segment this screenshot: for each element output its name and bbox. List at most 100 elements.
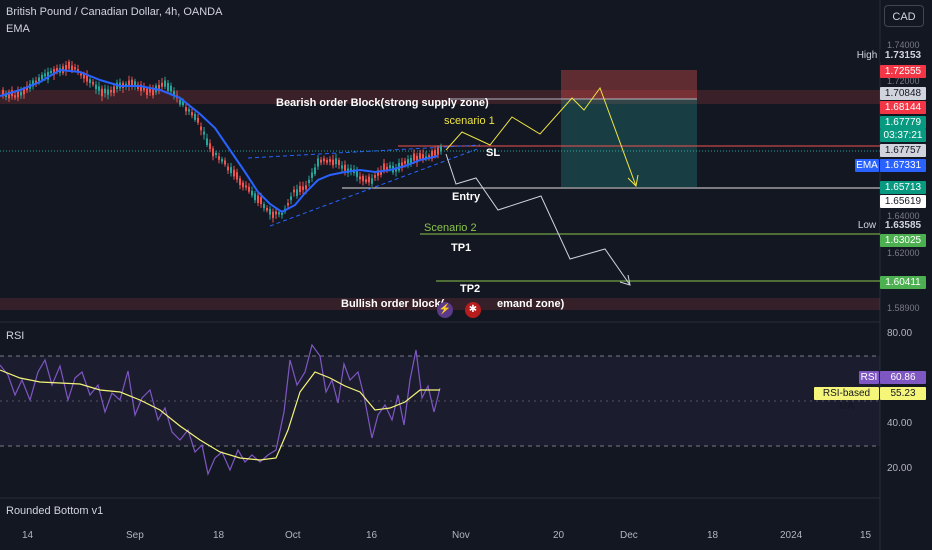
scenario1-label: scenario 1 xyxy=(444,115,495,127)
candle-body xyxy=(221,159,223,162)
rsi-tag-label: RSI xyxy=(859,371,879,384)
candle-body xyxy=(383,163,385,172)
candle-body xyxy=(254,193,256,201)
candle-body xyxy=(419,153,421,159)
candles xyxy=(2,59,442,223)
candle-body xyxy=(437,147,439,155)
candle-body xyxy=(224,160,226,165)
candle-body xyxy=(218,156,220,160)
candle-body xyxy=(374,175,376,178)
rsi-ma-line xyxy=(0,369,440,461)
supply-zone xyxy=(0,90,880,104)
candle-body xyxy=(197,117,199,123)
price-tag-green: 1.65713 xyxy=(880,181,926,194)
ema-line xyxy=(0,68,439,214)
candle-body xyxy=(95,84,97,90)
current-price-tag: 1.67779 xyxy=(880,116,926,129)
candle-body xyxy=(167,82,169,91)
time-tick: 20 xyxy=(553,530,565,541)
candle-body xyxy=(68,61,70,69)
candle-body xyxy=(287,203,289,206)
price-tag-green: 1.60411 xyxy=(880,276,926,289)
scenario2-arrowhead xyxy=(619,274,631,286)
candle-body xyxy=(47,71,49,80)
candle-body xyxy=(65,65,67,72)
candle-body xyxy=(440,146,442,152)
candle-body xyxy=(74,67,76,70)
candle-body xyxy=(236,172,238,180)
candle-body xyxy=(323,158,325,162)
candle-body xyxy=(242,182,244,188)
currency-button[interactable]: CAD xyxy=(884,5,924,27)
rsi-line xyxy=(0,343,441,476)
candle-body xyxy=(17,89,19,98)
candle-body xyxy=(50,70,52,74)
high-label: High xyxy=(855,49,879,62)
time-tick: 16 xyxy=(366,530,378,541)
candle-body xyxy=(170,85,172,92)
candle-body xyxy=(227,166,229,171)
candle-body xyxy=(404,160,406,164)
candle-body xyxy=(164,80,166,87)
candle-body xyxy=(173,91,175,97)
candle-body xyxy=(2,89,4,96)
candle-body xyxy=(5,94,7,98)
candle-body xyxy=(278,212,280,215)
candle-body xyxy=(368,176,370,183)
candle-body xyxy=(113,86,115,93)
candle-body xyxy=(341,165,343,169)
price-tag-green: 1.63025 xyxy=(880,234,926,247)
candle-body xyxy=(38,77,40,82)
candle-body xyxy=(104,88,106,94)
candle-body xyxy=(98,86,100,91)
candle-body xyxy=(263,204,265,209)
candle-body xyxy=(245,185,247,188)
rsi-title[interactable]: RSI xyxy=(6,330,25,342)
uk-flag-event-icon[interactable]: ✱ xyxy=(465,302,481,318)
candle-body xyxy=(80,73,82,76)
candle-body xyxy=(8,91,10,99)
rsi-tick: 80.00 xyxy=(887,328,913,339)
candle-body xyxy=(86,75,88,82)
high-value: 1.73153 xyxy=(880,49,926,62)
candle-body xyxy=(377,170,379,176)
low-label: Low xyxy=(855,219,879,232)
candle-body xyxy=(101,88,103,97)
lightning-event-icon[interactable]: ⚡ xyxy=(437,302,453,318)
candle-body xyxy=(110,89,112,93)
rounded-bottom-legend[interactable]: Rounded Bottom v1 xyxy=(6,505,104,517)
candle-body xyxy=(140,84,142,92)
candle-body xyxy=(215,152,217,156)
ema-legend[interactable]: EMA xyxy=(6,23,30,35)
candle-body xyxy=(53,68,55,76)
bullish-zone-label-start: Bullish order block( xyxy=(341,298,445,310)
candle-body xyxy=(251,190,253,196)
candle-body xyxy=(290,196,292,201)
candle-body xyxy=(149,88,151,93)
candle-body xyxy=(281,212,283,215)
candle-body xyxy=(260,197,262,205)
ema-tag-label: EMA xyxy=(855,159,879,172)
candle-body xyxy=(77,69,79,73)
price-tag-red: 1.68144 xyxy=(880,101,926,114)
price-tag-gray: 1.70848 xyxy=(880,87,926,100)
candle-body xyxy=(350,168,352,171)
candle-body xyxy=(395,167,397,172)
candle-body xyxy=(401,162,403,168)
candle-body xyxy=(332,159,334,166)
candle-body xyxy=(191,112,193,116)
time-tick: Nov xyxy=(452,530,470,541)
candle-body xyxy=(233,169,235,177)
candle-body xyxy=(362,176,364,182)
time-tick: Oct xyxy=(285,530,301,541)
price-tick: 1.58900 xyxy=(887,303,920,313)
candle-body xyxy=(425,156,427,159)
candle-body xyxy=(320,159,322,163)
time-tick: Dec xyxy=(620,530,638,541)
entry-label: Entry xyxy=(452,191,481,203)
rsi-ma-tag-label: RSI-based MA xyxy=(814,387,879,412)
candle-body xyxy=(422,154,424,159)
price-tag-red: 1.72555 xyxy=(880,65,926,78)
candle-body xyxy=(269,208,271,215)
